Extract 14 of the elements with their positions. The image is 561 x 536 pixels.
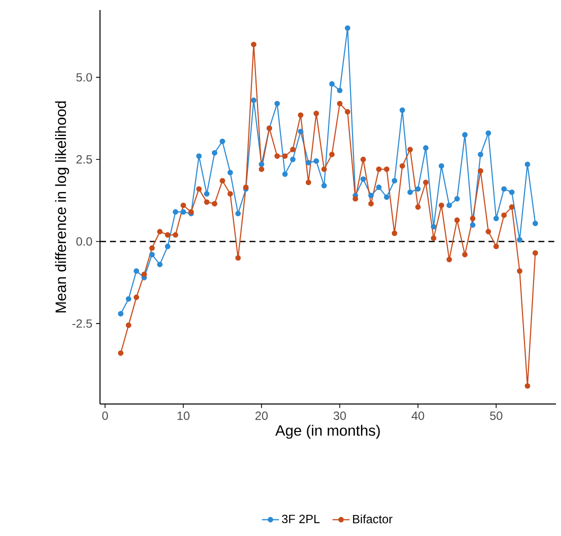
y-tick-label: 0.0	[76, 237, 92, 246]
x-tick-label: 30	[334, 412, 346, 420]
x-tick-label: 40	[412, 412, 424, 420]
legend-label: Bifactor	[353, 514, 392, 524]
legend-label: 3F 2PL	[282, 514, 320, 524]
y-tick-label: -2.5	[72, 319, 92, 328]
y-axis-title: Mean difference in log likelihood	[55, 101, 70, 312]
x-tick-label: 20	[255, 412, 268, 420]
x-tick-label: 0	[102, 412, 108, 420]
y-tick-label: 5.0	[76, 73, 92, 82]
x-axis-title: Age (in months)	[275, 424, 380, 439]
x-tick-label: 50	[490, 412, 502, 420]
x-tick-label: 10	[178, 412, 190, 420]
y-tick-label: 2.5	[76, 155, 92, 164]
